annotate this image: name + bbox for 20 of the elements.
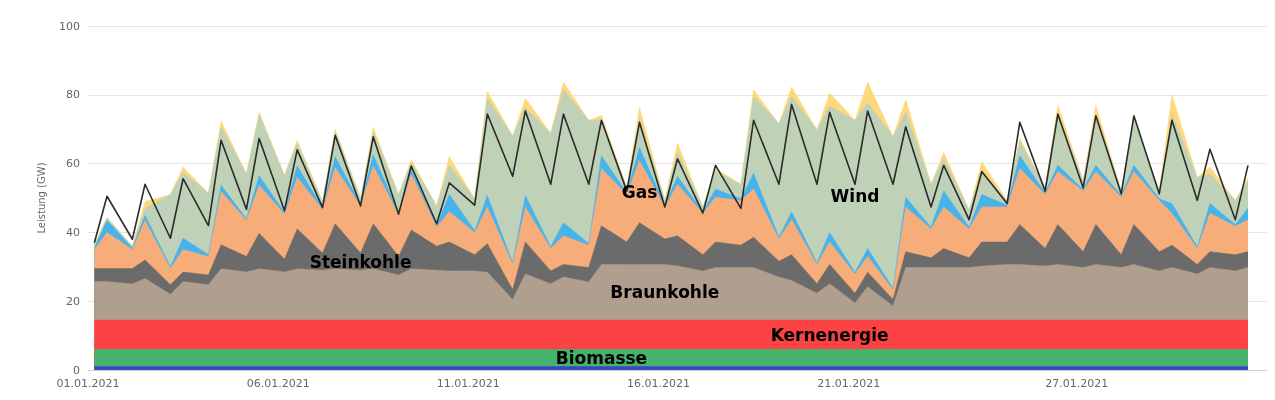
x-tick-label: 01.01.2021 — [56, 377, 120, 390]
series-label: Gas — [621, 181, 658, 202]
y-tick-label: 100 — [59, 19, 80, 33]
x-tick-label: 27.01.2021 — [1045, 377, 1109, 390]
line-series — [93, 103, 1249, 244]
x-tick-label: 06.01.2021 — [246, 377, 310, 390]
y-tick-label: 0 — [73, 363, 80, 377]
y-tick-label: 40 — [66, 225, 80, 239]
series-label: Wind — [830, 186, 880, 207]
series-label: Braunkohle — [610, 282, 720, 303]
y-tick-label: 60 — [66, 157, 80, 171]
series-label: Steinkohle — [309, 251, 412, 272]
x-tick-label: 11.01.2021 — [436, 377, 500, 390]
y-tick-label: 80 — [66, 88, 80, 102]
y-tick-label: 20 — [66, 294, 80, 308]
y-axis-title: Leistung (GW) — [35, 162, 47, 234]
x-tick-label: 16.01.2021 — [626, 377, 690, 390]
series-label: Biomasse — [555, 347, 648, 368]
series-label: Kernenergie — [770, 324, 889, 345]
x-tick-label: 21.01.2021 — [817, 377, 881, 390]
